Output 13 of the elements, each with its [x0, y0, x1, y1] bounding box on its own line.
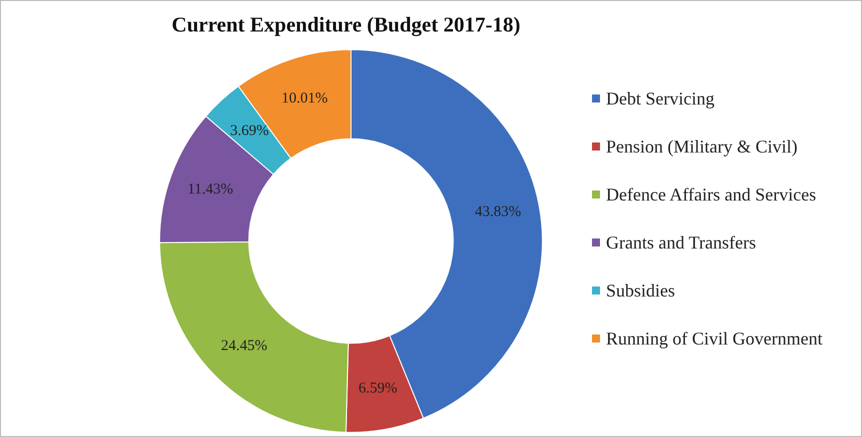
- legend-label: Defence Affairs and Services: [606, 184, 816, 204]
- data-label: 11.43%: [187, 182, 234, 198]
- legend-label: Pension (Military & Civil): [606, 136, 798, 156]
- data-label: 43.83%: [474, 204, 522, 220]
- chart-title: Current Expenditure (Budget 2017-18): [172, 12, 520, 36]
- data-label: 10.01%: [282, 90, 328, 107]
- data-label: 6.59%: [358, 380, 398, 396]
- data-label: 24.45%: [220, 338, 268, 354]
- data-label: 3.69%: [230, 122, 269, 139]
- legend-label: Running of Civil Government: [606, 328, 822, 348]
- legend-label: Debt Servicing: [606, 88, 714, 108]
- legend-label: Subsidies: [606, 280, 676, 300]
- legend-label: Grants and Transfers: [606, 232, 756, 252]
